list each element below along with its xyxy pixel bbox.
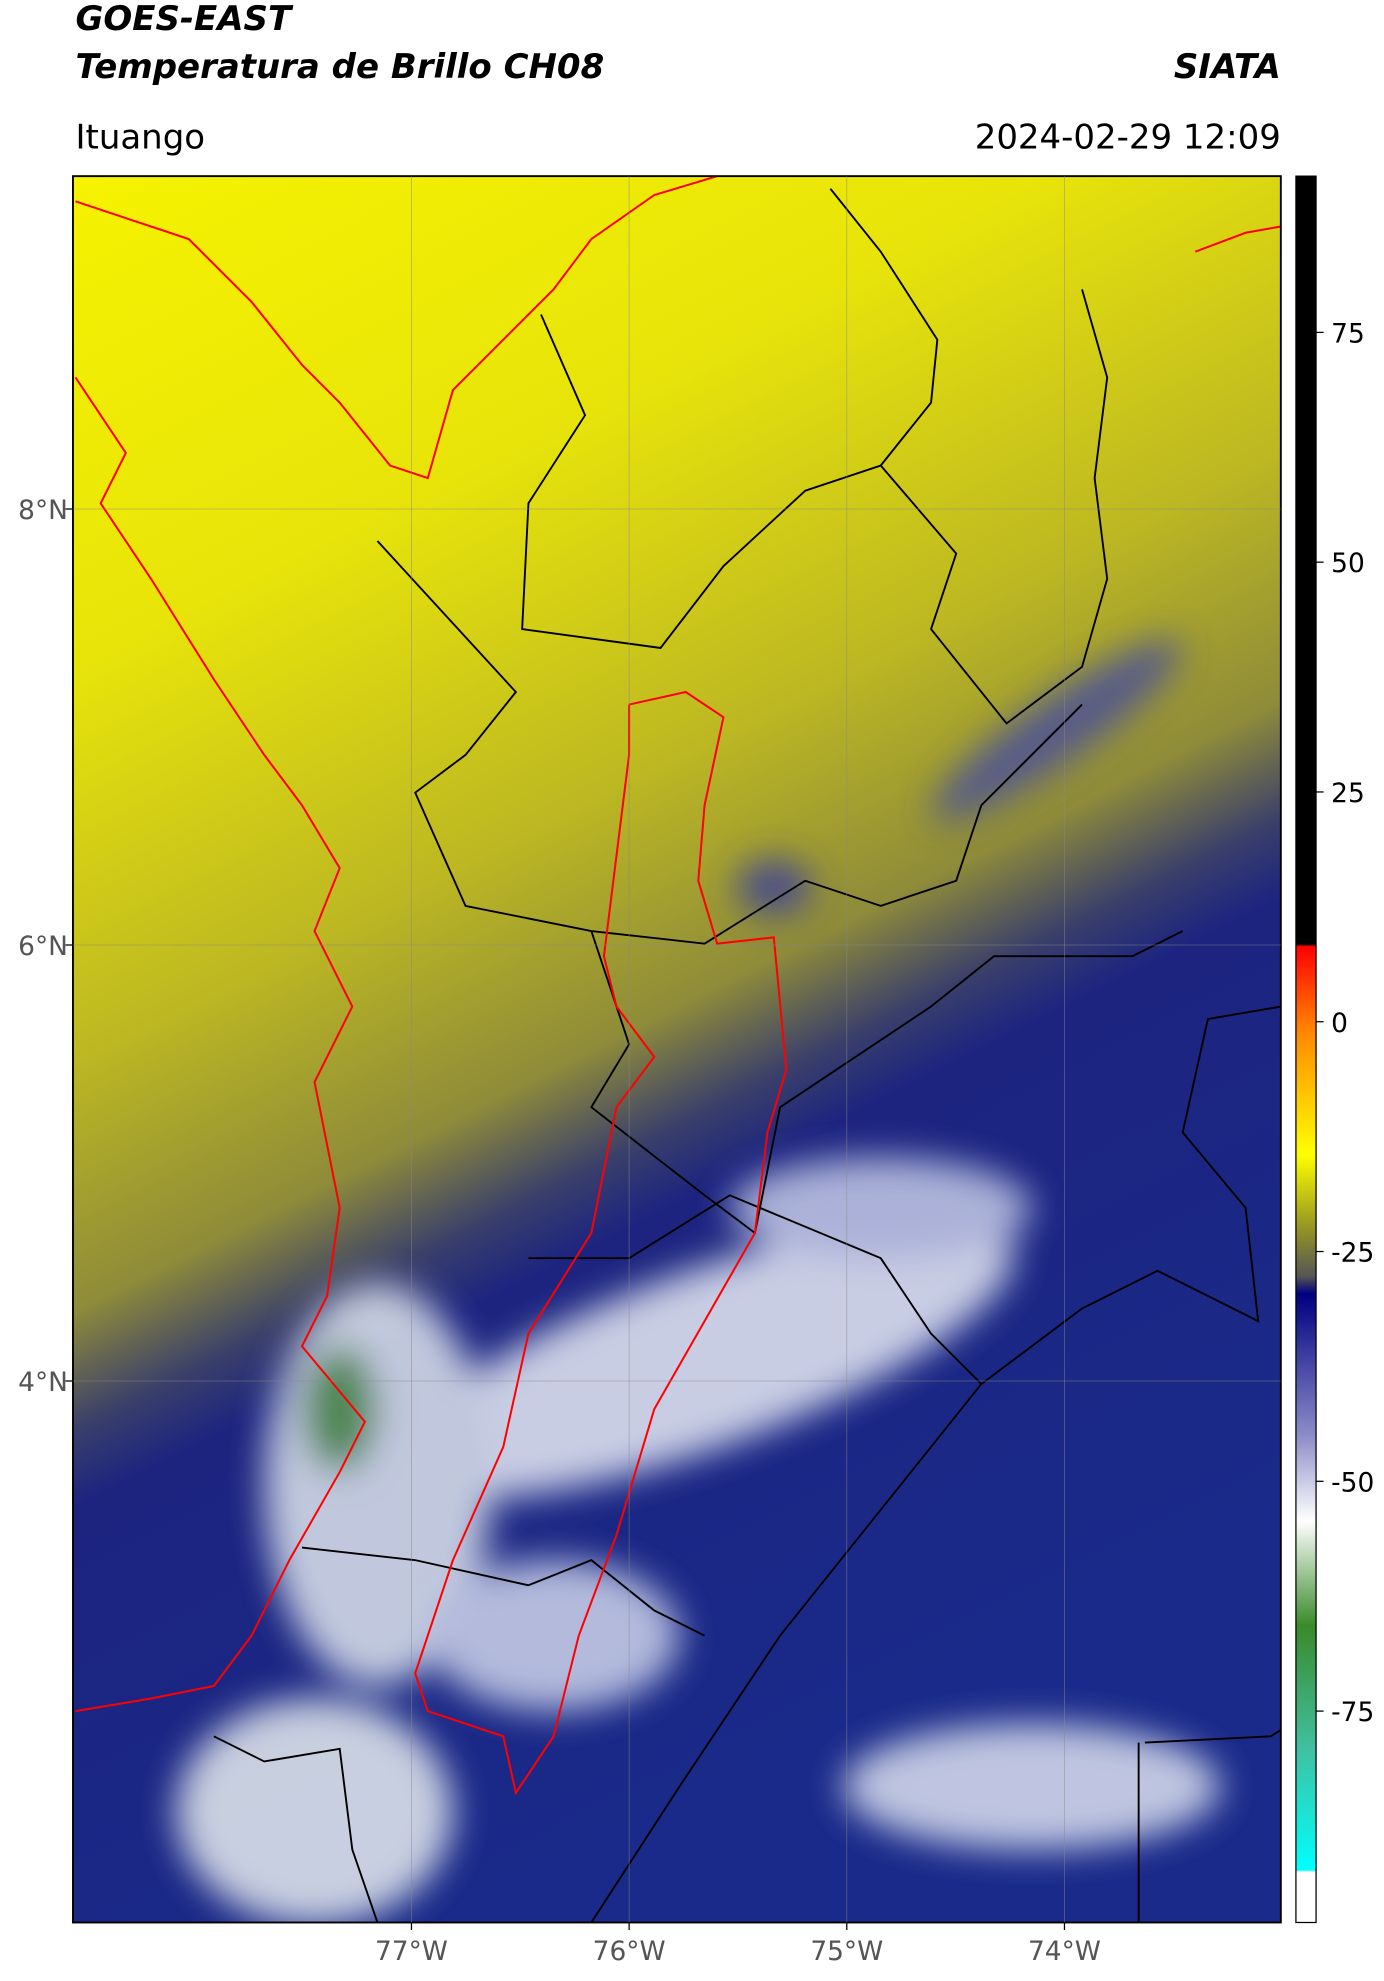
map-image	[72, 176, 1281, 1923]
location: Ituango	[75, 117, 205, 157]
source: SIATA	[1174, 47, 1281, 87]
colorbar-tick-label: -75	[1331, 1697, 1374, 1728]
y-tick-label: 6°N	[18, 931, 68, 962]
x-tick-label: 76°W	[593, 1936, 666, 1967]
subtitle: Temperatura de Brillo CH08	[75, 47, 604, 87]
title: GOES-EAST	[75, 0, 293, 39]
colorbar-tick-label: 0	[1331, 1008, 1348, 1039]
colorbar-tick-label: 25	[1331, 778, 1365, 809]
y-tick-label: 8°N	[18, 495, 68, 526]
colorbar-tick-label: 75	[1331, 318, 1365, 349]
datetime: 2024-02-29 12:09	[975, 117, 1281, 157]
x-tick-label: 75°W	[810, 1936, 883, 1967]
x-tick-label: 74°W	[1028, 1936, 1101, 1967]
colorbar-tick-label: -50	[1331, 1467, 1374, 1498]
y-tick-label: 4°N	[18, 1367, 68, 1398]
colorbar	[1295, 175, 1317, 1924]
colorbar-tick-label: 50	[1331, 548, 1365, 579]
x-tick-label: 77°W	[375, 1936, 448, 1967]
map-frame	[72, 175, 1282, 1924]
colorbar-tick-label: -25	[1331, 1238, 1374, 1269]
